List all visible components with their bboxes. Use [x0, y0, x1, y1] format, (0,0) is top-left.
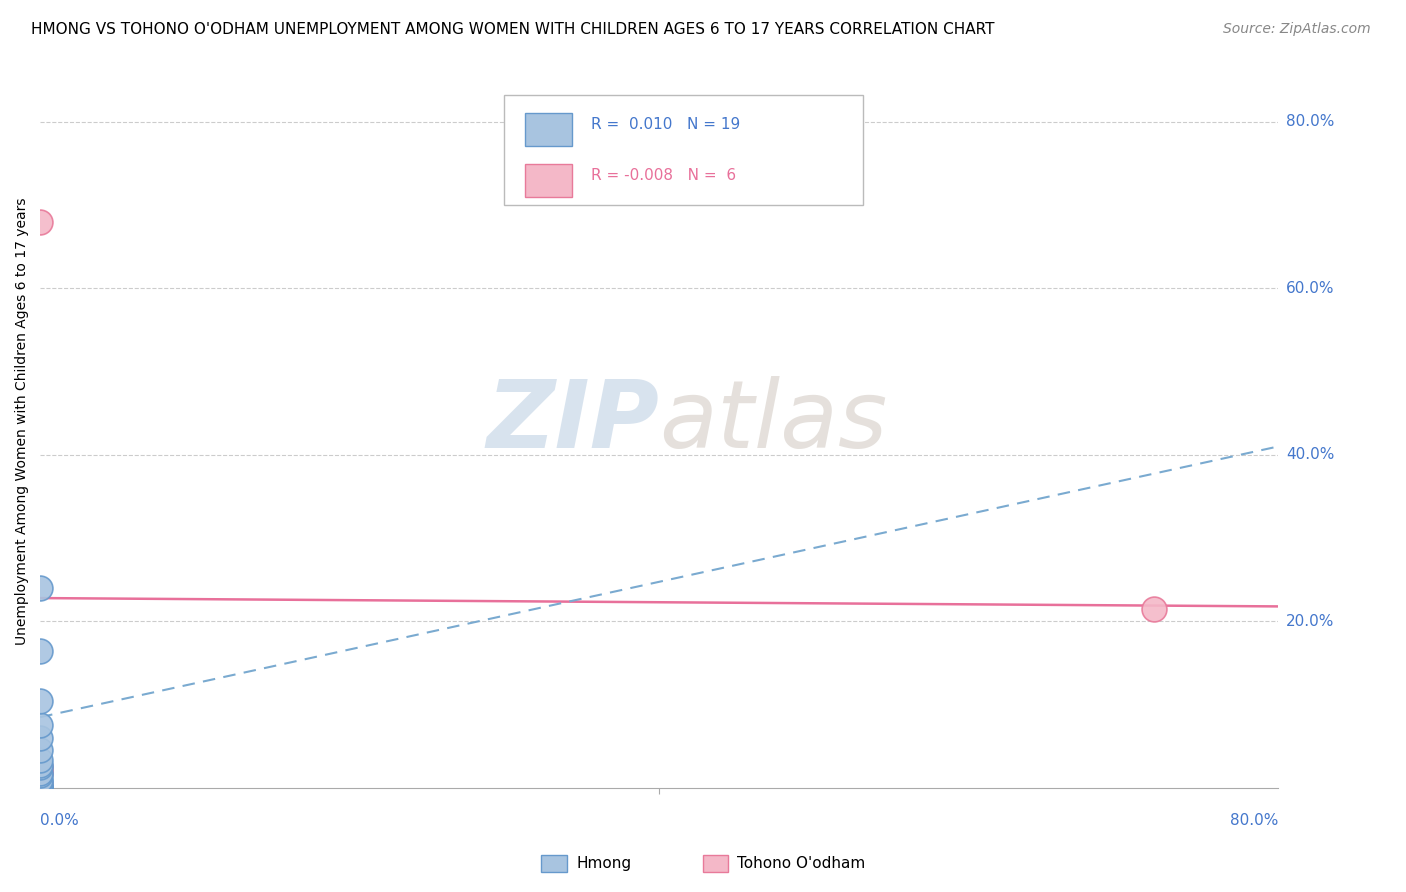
Point [30, 643, 52, 657]
Point [30, 777, 52, 791]
Point [30, 743, 52, 757]
Point [30, 763, 52, 777]
Point [30, 581, 52, 595]
Point [30, 766, 52, 780]
Point [30, 760, 52, 774]
Point [30, 718, 52, 732]
Point [30, 780, 52, 795]
Point [30, 780, 52, 795]
Point [30, 780, 52, 795]
Text: Tohono O'odham: Tohono O'odham [737, 856, 865, 871]
Point [1143, 602, 1166, 616]
Text: R = -0.008   N =  6: R = -0.008 N = 6 [591, 168, 737, 183]
Point [30, 758, 52, 772]
Point [30, 780, 52, 795]
Text: atlas: atlas [659, 376, 887, 467]
Point [30, 768, 52, 782]
Point [30, 774, 52, 789]
Text: HMONG VS TOHONO O'ODHAM UNEMPLOYMENT AMONG WOMEN WITH CHILDREN AGES 6 TO 17 YEAR: HMONG VS TOHONO O'ODHAM UNEMPLOYMENT AMO… [31, 22, 994, 37]
Text: 60.0%: 60.0% [1286, 281, 1334, 296]
Point [30, 780, 52, 795]
Text: 80.0%: 80.0% [1286, 114, 1334, 129]
Point [30, 760, 52, 774]
Point [30, 754, 52, 768]
Text: Source: ZipAtlas.com: Source: ZipAtlas.com [1223, 22, 1371, 37]
Point [30, 731, 52, 745]
Point [30, 215, 52, 229]
FancyBboxPatch shape [526, 164, 572, 197]
Point [30, 772, 52, 787]
Y-axis label: Unemployment Among Women with Children Ages 6 to 17 years: Unemployment Among Women with Children A… [15, 198, 30, 645]
FancyBboxPatch shape [526, 113, 572, 146]
Text: 40.0%: 40.0% [1286, 448, 1334, 462]
Point [30, 766, 52, 780]
Text: 80.0%: 80.0% [1230, 813, 1278, 828]
Point [30, 693, 52, 707]
Text: ZIP: ZIP [486, 376, 659, 467]
Text: R =  0.010   N = 19: R = 0.010 N = 19 [591, 117, 740, 132]
FancyBboxPatch shape [505, 95, 863, 205]
Text: 0.0%: 0.0% [41, 813, 79, 828]
Point [30, 777, 52, 791]
Text: Hmong: Hmong [576, 856, 631, 871]
Text: 20.0%: 20.0% [1286, 614, 1334, 629]
